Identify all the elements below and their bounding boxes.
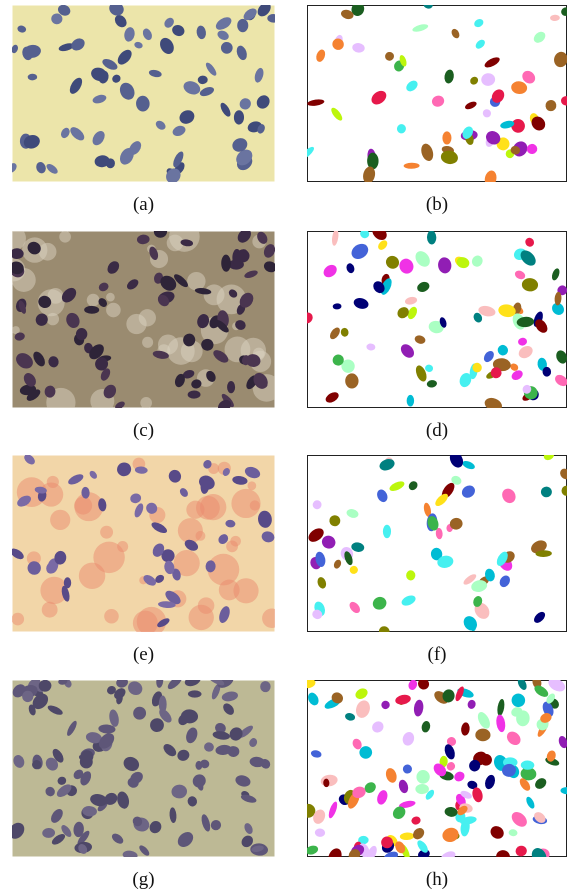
microscopy-image (12, 5, 275, 182)
texture (231, 489, 260, 518)
panel-background (308, 6, 567, 182)
texture (142, 337, 153, 348)
panel-caption: (c) (104, 420, 184, 442)
texture (47, 313, 59, 325)
texture (74, 497, 92, 515)
panel-caption: (f) (397, 644, 477, 666)
microscopy-image (12, 231, 275, 408)
segment (407, 395, 415, 407)
panel-background (308, 456, 567, 632)
texture (50, 510, 70, 530)
texture (196, 531, 206, 541)
texture (198, 597, 214, 613)
texture (59, 231, 71, 243)
texture (93, 542, 124, 573)
panel-caption: (b) (397, 194, 477, 216)
segment (475, 729, 490, 742)
texture (230, 536, 241, 547)
panel-caption: (h) (397, 869, 477, 891)
segmentation-image (307, 5, 567, 182)
texture (126, 314, 146, 334)
texture (12, 613, 24, 626)
segment (415, 784, 429, 794)
panel-caption: (d) (397, 420, 477, 442)
segmentation-image (307, 680, 567, 857)
texture (104, 609, 119, 624)
texture (106, 293, 115, 302)
panel-caption: (a) (104, 194, 184, 216)
texture (87, 294, 100, 307)
nucleus (64, 577, 71, 588)
segmentation-image (307, 231, 567, 408)
texture (100, 526, 113, 539)
microscopy-image (12, 455, 275, 632)
texture (42, 602, 58, 618)
microscopy-image (12, 680, 275, 857)
texture (47, 476, 59, 488)
texture (233, 578, 258, 603)
segment (383, 525, 391, 538)
nucleus (237, 19, 248, 32)
texture (106, 303, 121, 318)
page: (a)(b)(c)(d)(e)(f)(g)(h) (() => { const … (0, 0, 567, 891)
texture (187, 272, 205, 290)
segmentation-image (307, 455, 567, 632)
panel-caption: (e) (104, 644, 184, 666)
panel-caption: (g) (104, 869, 184, 891)
texture (248, 481, 257, 490)
segment (442, 131, 451, 144)
texture (186, 501, 204, 519)
